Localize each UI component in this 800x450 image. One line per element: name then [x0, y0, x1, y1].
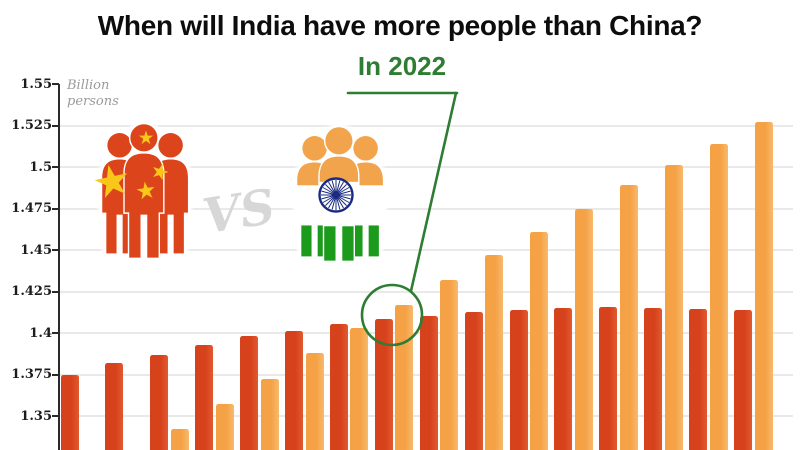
bar-india-2018: [215, 404, 234, 450]
bar-china-2030: [734, 309, 752, 450]
bar-china-2028: [644, 308, 663, 450]
bar-china-2015: [60, 374, 79, 450]
y-tick-mark: [52, 373, 59, 376]
y-tick-mark: [52, 290, 59, 293]
bar-china-2024: [464, 312, 483, 450]
y-tick-mark: [52, 249, 59, 251]
y-tick-label: 1.4: [29, 325, 52, 341]
bar-india-2023: [440, 279, 459, 450]
y-tick-mark: [52, 166, 59, 168]
bar-china-2022: [374, 318, 393, 450]
bar-china-2025: [509, 309, 528, 450]
bar-india-2026: [574, 208, 593, 450]
y-tick-label: 1.35: [20, 408, 52, 424]
bar-china-2019: [240, 336, 259, 450]
gridline: [59, 290, 793, 293]
bar-india-2017: [170, 429, 189, 450]
bar-india-2024: [485, 254, 504, 450]
y-tick-label: 1.475: [11, 201, 52, 216]
y-tick-mark: [52, 332, 59, 334]
bar-china-2023: [419, 316, 438, 450]
china-people-icon: [92, 122, 190, 260]
y-tick-mark: [52, 124, 59, 127]
page-title: When will India have more people than Ch…: [97, 10, 703, 41]
y-tick-label: 1.45: [20, 242, 52, 258]
y-axis-unit-line1: Billion: [67, 78, 110, 93]
y-tick-label: 1.5: [29, 159, 52, 175]
bar-china-2018: [195, 344, 214, 450]
bar-china-2026: [554, 308, 573, 450]
annotation-year-label: In 2022: [357, 51, 447, 81]
bar-china-2016: [105, 362, 124, 450]
bar-india-2027: [619, 185, 638, 450]
y-tick-mark: [52, 83, 59, 85]
y-tick-label: 1.375: [11, 367, 52, 382]
bar-china-2020: [285, 331, 303, 450]
bar-india-2030: [754, 122, 773, 450]
bar-india-2029: [709, 143, 728, 450]
y-tick-label: 1.55: [20, 76, 52, 92]
bar-china-2017: [150, 354, 169, 450]
bar-india-2020: [305, 352, 324, 450]
bar-china-2029: [689, 308, 708, 450]
bar-india-2028: [664, 165, 683, 450]
bar-india-2022: [395, 304, 414, 450]
vs-label: VS: [199, 178, 279, 246]
ashoka-chakra-icon: [318, 177, 354, 213]
y-tick-label: 1.425: [11, 284, 52, 299]
y-axis-unit-label: Billion persons: [67, 78, 119, 110]
india-people-icon: [295, 125, 385, 263]
bar-china-2027: [599, 307, 618, 450]
y-tick-label: 1.525: [11, 118, 52, 133]
bar-china-2021: [329, 323, 348, 450]
y-axis-unit-line2: persons: [67, 94, 119, 109]
y-tick-mark: [52, 415, 59, 417]
bar-india-2021: [350, 328, 369, 450]
bar-india-2019: [260, 379, 279, 450]
bar-india-2025: [530, 231, 548, 450]
y-axis-line: [58, 84, 60, 450]
y-tick-mark: [52, 207, 59, 210]
